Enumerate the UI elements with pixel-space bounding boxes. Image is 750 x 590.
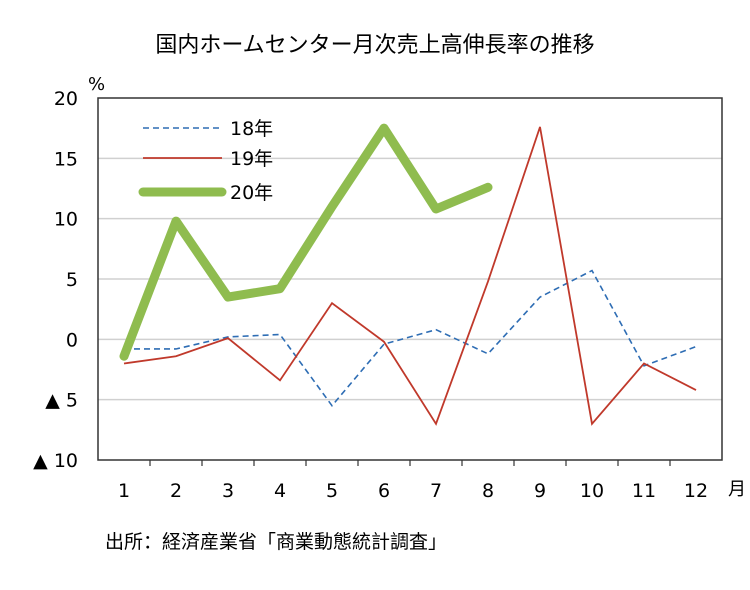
x-tick-label: 1 <box>118 480 130 502</box>
x-tick-label: 11 <box>632 480 656 502</box>
legend-label: 18年 <box>230 118 273 140</box>
legend: 18年 19年 20年 <box>138 118 273 204</box>
y-tick-label: 10 <box>54 209 78 231</box>
x-tick-label: 12 <box>684 480 708 502</box>
x-axis: 1 2 3 4 5 6 7 8 9 10 11 12 <box>118 460 708 502</box>
x-tick-label: 3 <box>222 480 234 502</box>
y-tick-label: ▲ 10 <box>33 450 78 472</box>
gridlines <box>98 157 722 401</box>
x-tick-label: 10 <box>580 480 604 502</box>
x-tick-label: 6 <box>378 480 390 502</box>
x-tick-label: 2 <box>170 480 182 502</box>
series-line-2 <box>123 126 697 426</box>
series-lines <box>119 123 697 426</box>
x-tick-label: 8 <box>482 480 494 502</box>
legend-label: 20年 <box>230 182 273 204</box>
y-tick-label: 15 <box>54 148 78 170</box>
y-tick-label: 0 <box>66 329 78 351</box>
y-axis: 20 15 10 5 0 ▲ 5 ▲ 10 <box>33 88 78 472</box>
y-axis-unit: % <box>88 74 105 95</box>
x-tick-label: 9 <box>534 480 546 502</box>
y-tick-label: 20 <box>54 88 78 110</box>
source-note: 出所：経済産業省「商業動態統計調査」 <box>105 531 447 553</box>
y-tick-label: 5 <box>66 269 78 291</box>
x-tick-label: 7 <box>430 480 442 502</box>
series-line-1 <box>124 269 697 407</box>
x-tick-label: 5 <box>326 480 338 502</box>
y-tick-label: ▲ 5 <box>45 390 78 412</box>
x-tick-label: 4 <box>274 480 286 502</box>
series-line-3 <box>119 123 493 361</box>
chart-title: 国内ホームセンター月次売上高伸長率の推移 <box>155 33 594 58</box>
legend-label: 19年 <box>230 148 273 170</box>
x-axis-unit: 月 <box>728 479 746 500</box>
